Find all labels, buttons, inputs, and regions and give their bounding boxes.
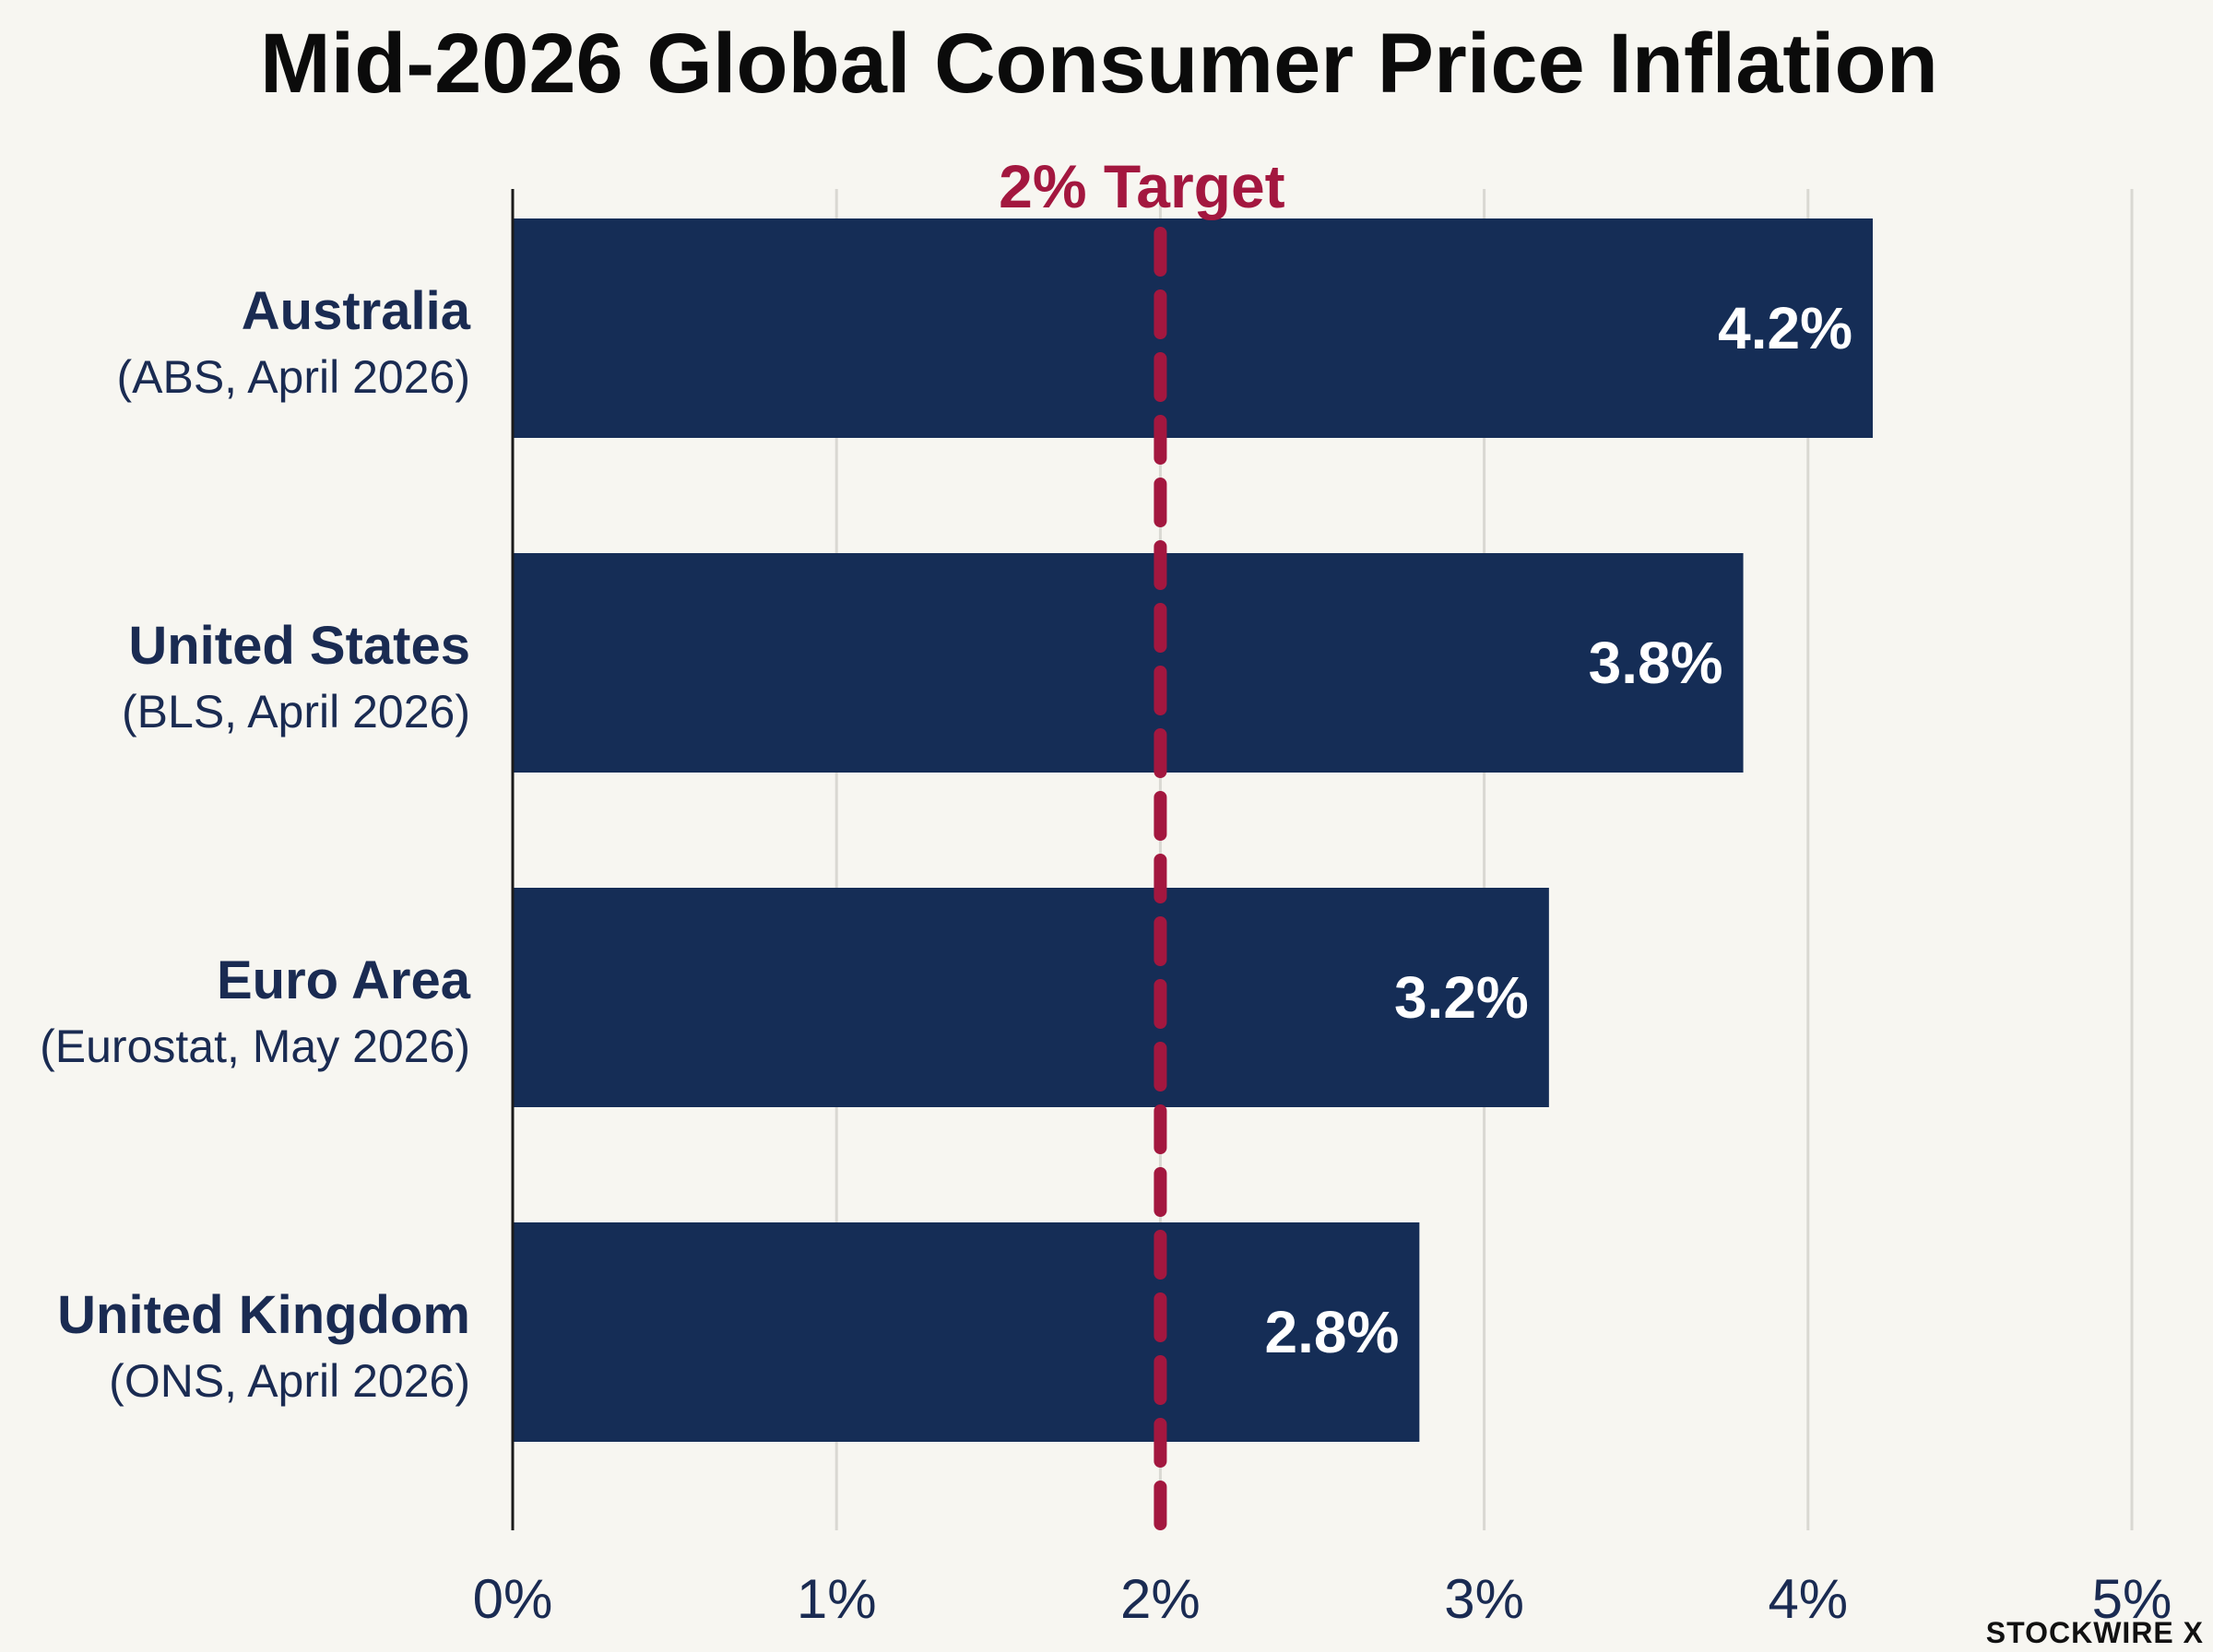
category-name: United States xyxy=(128,616,470,676)
x-tick-label: 3% xyxy=(1444,1568,1524,1630)
x-tick-label: 5% xyxy=(2092,1568,2172,1630)
watermark-logo: STOCKWIRE X xyxy=(1986,1616,2204,1649)
chart-title: Mid-2026 Global Consumer Price Inflation xyxy=(260,17,1938,111)
target-line-group: 2% Target xyxy=(999,152,1285,1537)
category-labels: Australia (ABS, April 2026) United States (… xyxy=(40,281,471,1407)
bar-value-label: 4.2% xyxy=(1718,295,1852,361)
category-source: (BLS, April 2026) xyxy=(122,686,470,738)
bar-value-label: 3.2% xyxy=(1394,964,1529,1031)
target-label: 2% Target xyxy=(999,152,1285,220)
x-tick-label: 0% xyxy=(473,1568,553,1630)
category-name: United Kingdom xyxy=(57,1285,470,1345)
category-name: Australia xyxy=(242,281,471,341)
category-source: (Eurostat, May 2026) xyxy=(40,1021,470,1072)
bar xyxy=(513,218,1874,438)
bar-value-label: 3.8% xyxy=(1589,630,1723,696)
category-name: Euro Area xyxy=(217,950,471,1010)
category-source: (ONS, April 2026) xyxy=(109,1355,470,1407)
axis: 0% 1% 2% 3% 4% 5% xyxy=(473,189,2172,1630)
x-tick-label: 4% xyxy=(1768,1568,1848,1630)
x-tick-label: 2% xyxy=(1120,1568,1201,1630)
bars: 4.2% 3.8% 3.2% 2.8% xyxy=(513,218,1874,1442)
x-tick-label: 1% xyxy=(797,1568,877,1630)
bar xyxy=(513,1222,1420,1442)
category-source: (ABS, April 2026) xyxy=(116,351,470,403)
bar-value-label: 2.8% xyxy=(1264,1299,1399,1365)
bar xyxy=(513,553,1744,773)
bar xyxy=(513,888,1549,1107)
